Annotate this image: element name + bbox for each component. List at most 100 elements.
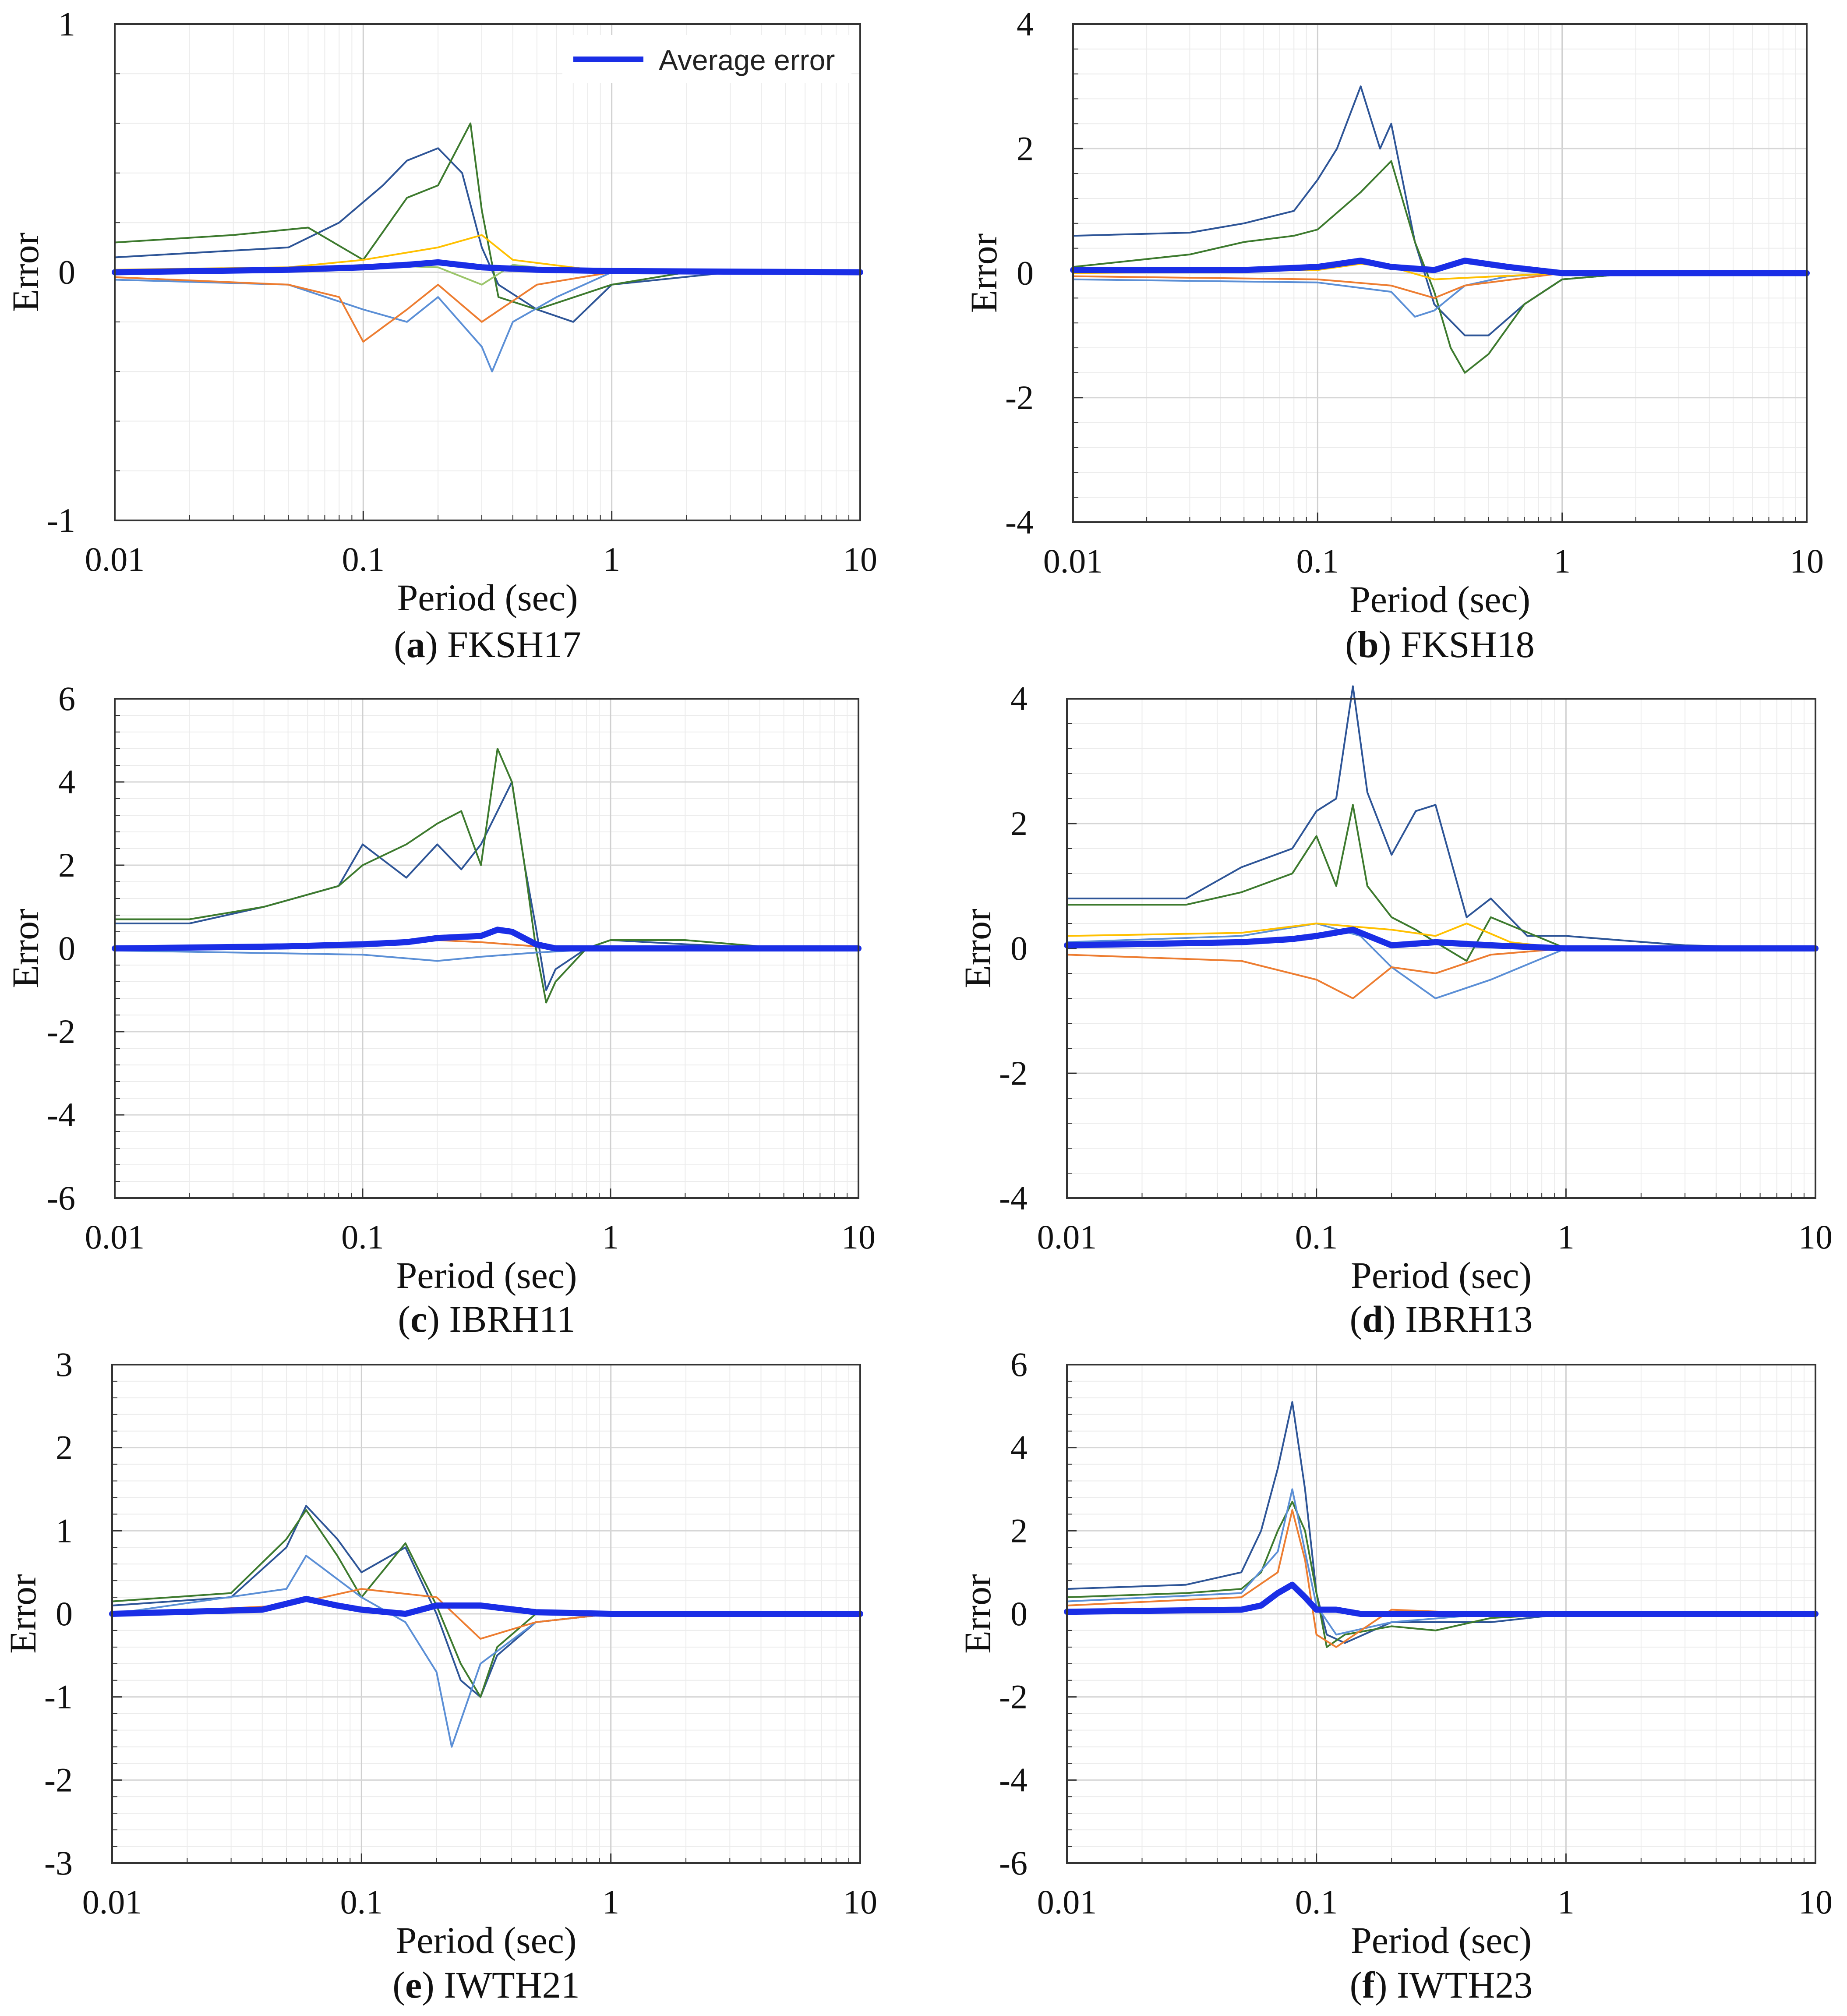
record-line [114, 271, 861, 373]
x-tick-label: 0.1 [1295, 1883, 1338, 1921]
panel-caption: (e) IWTH21 [392, 1964, 579, 2006]
y-tick-label: 3 [56, 1345, 73, 1383]
x-tick-label: 0.1 [1295, 1218, 1338, 1256]
x-axis-label: Period (sec) [1351, 1919, 1532, 1961]
chart-panel-a: -1 0 1 0.01 0.1 1 10 Period (sec) Error (a) FKSH1… [4, 5, 877, 665]
x-tick-label: 1 [1557, 1883, 1575, 1921]
y-tick-label: -2 [44, 1761, 73, 1799]
average-error-line [109, 1595, 863, 1617]
record-line [1066, 685, 1816, 949]
y-tick-label: 2 [58, 846, 75, 884]
x-tick-label: 0.01 [1043, 542, 1103, 580]
record-line [1066, 1500, 1816, 1648]
chart-panel-e: -3 -2 -1 0 1 2 3 0.01 0.1 1 10 Period (sec) Error (e)… [2, 1345, 877, 2006]
x-axis-label: Period (sec) [1349, 578, 1530, 620]
axes-frame [1072, 23, 1808, 523]
x-axis-label: Period (sec) [1351, 1254, 1532, 1296]
average-error-line [1070, 258, 1810, 276]
panel-caption: (a) FKSH17 [394, 623, 581, 665]
y-tick-label: 2 [56, 1429, 73, 1467]
panel-caption: (d) IBRH13 [1349, 1298, 1533, 1340]
y-tick-label: -1 [47, 501, 75, 539]
x-tick-label: 0.1 [340, 1883, 383, 1921]
panel-caption: (f) IWTH23 [1350, 1964, 1533, 2006]
y-tick-label: -2 [999, 1678, 1028, 1716]
y-axis-label: Error [957, 909, 999, 988]
y-tick-label: 2 [1017, 129, 1034, 167]
y-tick-label: 0 [1010, 1595, 1028, 1633]
x-tick-label: 1 [1557, 1218, 1575, 1256]
x-axis-label: Period (sec) [396, 1254, 577, 1296]
y-tick-label: -6 [999, 1844, 1028, 1882]
x-tick-label: 0.01 [1037, 1883, 1097, 1921]
y-tick-label: -3 [44, 1844, 73, 1882]
x-tick-label: 0.1 [342, 540, 385, 578]
legend-label: Average error [659, 44, 835, 76]
y-tick-label: -4 [47, 1096, 75, 1134]
y-tick-label: 1 [56, 1511, 73, 1549]
y-axis-label: Error [957, 1574, 999, 1653]
y-tick-label: 2 [1010, 1511, 1028, 1549]
y-tick-label: -2 [1005, 378, 1034, 417]
y-tick-label: 0 [58, 929, 75, 967]
x-tick-label: 10 [843, 540, 877, 578]
x-tick-label: 10 [1798, 1218, 1833, 1256]
average-error-line [112, 259, 863, 276]
y-tick-label: -6 [47, 1179, 75, 1217]
y-tick-label: 6 [1010, 1345, 1028, 1383]
x-tick-label: 10 [843, 1883, 877, 1921]
y-tick-label: -2 [47, 1012, 75, 1050]
average-error-line [1064, 1581, 1819, 1617]
axes-frame [111, 1364, 861, 1864]
record-line [1066, 948, 1816, 999]
y-tick-label: -4 [999, 1761, 1028, 1799]
axes-frame [1066, 1364, 1816, 1864]
y-tick-label: 2 [1010, 804, 1028, 842]
y-tick-label: 6 [58, 679, 75, 718]
y-tick-label: -1 [44, 1678, 73, 1716]
y-tick-label: 0 [1010, 929, 1028, 967]
y-axis-label: Error [963, 233, 1005, 313]
x-axis-label: Period (sec) [396, 1919, 576, 1961]
x-tick-label: 10 [1798, 1883, 1833, 1921]
legend: Average error [562, 35, 851, 83]
record-line [1066, 804, 1816, 962]
y-axis-label: Error [4, 233, 46, 312]
chart-panel-f: -6 -4 -2 0 2 4 6 0.01 0.1 1 10 Period (sec) Error (f)… [957, 1345, 1833, 2006]
axes-frame [114, 23, 861, 521]
x-tick-label: 0.01 [82, 1883, 142, 1921]
y-axis-label: Error [4, 909, 46, 988]
x-tick-label: 10 [1790, 542, 1824, 580]
y-tick-label: -4 [1005, 503, 1034, 541]
axes-frame [1066, 698, 1816, 1199]
chart-panel-d: -4 -2 0 2 4 0.01 0.1 1 10 Period (sec) Error (d) IB… [957, 679, 1833, 1340]
y-tick-label: 0 [58, 253, 75, 291]
record-line [114, 271, 861, 343]
x-tick-label: 1 [602, 1883, 619, 1921]
record-line [111, 1509, 861, 1698]
panel-caption: (b) FKSH18 [1345, 623, 1535, 665]
record-line [114, 147, 861, 323]
y-tick-label: 4 [1010, 679, 1028, 718]
y-tick-label: 4 [1010, 1429, 1028, 1467]
record-line [114, 122, 861, 311]
average-error-line [112, 927, 862, 951]
average-error-line [1064, 927, 1819, 951]
y-tick-label: 4 [58, 763, 75, 801]
axes-frame [114, 698, 859, 1199]
y-tick-label: 0 [1017, 254, 1034, 292]
x-tick-label: 1 [603, 540, 620, 578]
x-tick-label: 10 [841, 1218, 876, 1256]
x-tick-label: 0.01 [85, 1218, 145, 1256]
chart-panel-c: -6 -4 -2 0 2 4 6 0.01 0.1 1 10 Period (sec) Error (c)… [4, 679, 876, 1340]
y-tick-label: -2 [999, 1054, 1028, 1092]
panel-caption: (c) IBRH11 [398, 1298, 575, 1340]
y-tick-label: 4 [1017, 5, 1034, 43]
x-tick-label: 0.1 [1296, 542, 1339, 580]
y-axis-label: Error [2, 1574, 44, 1653]
y-tick-label: -4 [999, 1179, 1028, 1217]
x-tick-label: 0.1 [341, 1218, 384, 1256]
y-tick-label: 0 [56, 1595, 73, 1633]
x-tick-label: 1 [1554, 542, 1571, 580]
